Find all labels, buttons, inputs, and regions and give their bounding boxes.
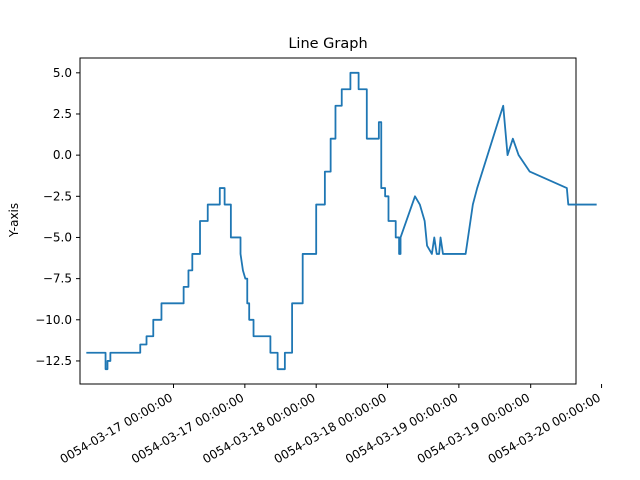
plot-area bbox=[86, 71, 597, 371]
y-tick-label: −7.5 bbox=[43, 272, 72, 286]
y-tick-label: −2.5 bbox=[43, 189, 72, 203]
y-axis-label: Y-axis bbox=[7, 203, 21, 238]
y-tick-label: 5.0 bbox=[53, 66, 72, 80]
y-tick-label: 2.5 bbox=[53, 107, 72, 121]
y-tick-label: 0.0 bbox=[53, 148, 72, 162]
y-axis-ticks: 5.0 2.5 0.0 −2.5 −5.0 −7.5 −10.0 −12.5 bbox=[35, 66, 80, 368]
y-tick-label: −10.0 bbox=[35, 313, 72, 327]
y-tick-label: −12.5 bbox=[35, 354, 72, 368]
axes-border bbox=[79, 57, 577, 385]
y-tick-label: −5.0 bbox=[43, 230, 72, 244]
series-line-0 bbox=[86, 71, 597, 371]
x-tick-label: 0054-03-17 00:00:00 bbox=[58, 390, 175, 466]
axes-frame bbox=[79, 57, 577, 385]
x-tick-label: 0054-03-20 00:00:00 bbox=[486, 390, 603, 466]
chart-title: Line Graph bbox=[288, 36, 367, 52]
